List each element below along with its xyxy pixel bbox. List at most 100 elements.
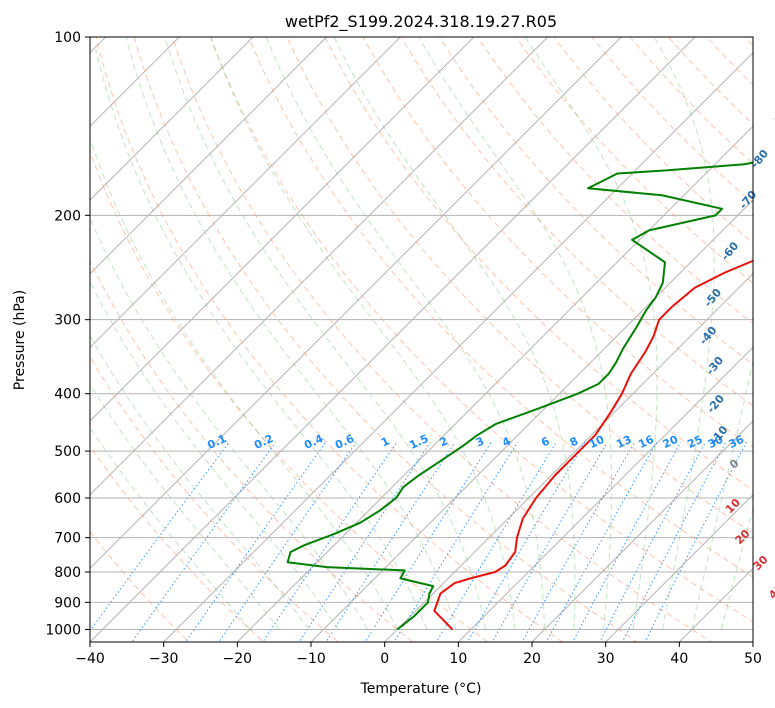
dry-adiabat <box>324 37 753 491</box>
isotherm <box>236 125 753 642</box>
mixing-ratio-line <box>131 442 277 642</box>
x-tick-label: −20 <box>223 651 253 667</box>
dry-adiabat <box>629 37 753 165</box>
mixing-ratio-label: 10 <box>587 433 607 451</box>
x-tick-label: 40 <box>670 651 688 667</box>
dewpoint-line <box>286 161 753 631</box>
moist-adiabat <box>90 426 251 630</box>
dry-adiabat <box>477 37 753 325</box>
moist-adiabat <box>164 37 487 630</box>
mixing-ratio-line <box>466 442 586 642</box>
mixing-ratio-label: 36 <box>727 433 747 451</box>
dry-adiabat <box>90 150 489 642</box>
mixing-ratio-line <box>262 442 398 642</box>
dry-adiabat <box>90 259 414 642</box>
y-tick-label: 300 <box>54 313 81 329</box>
plot-frame <box>89 36 754 643</box>
isotherm <box>162 51 753 642</box>
moist-adiabat <box>90 280 339 630</box>
mixing-ratio-line <box>393 442 519 642</box>
y-axis: 1000 900 800 700 600 500 400 300 200 100 <box>45 30 90 638</box>
moist-adiabat <box>90 382 280 630</box>
isotherm <box>310 199 753 642</box>
y-tick-label: 700 <box>54 531 81 547</box>
moist-adiabat <box>210 37 516 630</box>
x-tick-label: 0 <box>380 651 389 667</box>
isotherm <box>383 272 753 642</box>
y-tick-label: 800 <box>54 565 81 581</box>
isotherm <box>604 493 753 642</box>
x-tick-label: −10 <box>296 651 326 667</box>
x-tick-label: −30 <box>149 651 179 667</box>
x-tick-label: 50 <box>744 651 762 667</box>
x-tick-label: 30 <box>597 651 615 667</box>
y-tick-label: 1000 <box>45 622 81 638</box>
mixing-ratio-line <box>364 442 492 642</box>
x-tick-label: 10 <box>449 651 467 667</box>
mixing-ratio-line <box>435 442 557 642</box>
pressure-grid <box>90 37 753 630</box>
isotherm <box>90 37 623 570</box>
moist-adiabat <box>653 37 715 630</box>
dry-adiabat <box>667 37 753 125</box>
moist-adiabat <box>265 37 546 630</box>
x-tick-label: 20 <box>523 651 541 667</box>
dry-adiabat <box>90 445 265 642</box>
moist-adiabat <box>720 506 753 630</box>
mixing-ratio-line <box>521 442 636 642</box>
y-tick-label: 900 <box>54 595 81 611</box>
y-tick-label: 200 <box>54 208 81 224</box>
moist-adiabat <box>691 358 753 630</box>
moist-adiabat <box>90 334 310 630</box>
moist-adiabat <box>125 37 457 630</box>
y-tick-label: 100 <box>54 30 81 46</box>
isotherm <box>531 420 753 642</box>
isotherm <box>90 37 475 422</box>
mixing-ratio-line <box>325 442 456 642</box>
mixing-ratio-line <box>644 442 747 642</box>
isotherm <box>90 37 328 275</box>
moist-adiabat <box>90 216 369 630</box>
x-axis-label: Temperature (°C) <box>360 681 482 697</box>
dry-adiabat <box>171 37 713 642</box>
dry-adiabat-label: -90 <box>769 100 775 124</box>
dry-adiabat <box>133 37 638 642</box>
moist-adiabat <box>95 49 428 630</box>
isotherm <box>90 37 402 349</box>
x-tick-label: −40 <box>75 651 105 667</box>
y-axis-label: Pressure (hPa) <box>12 290 28 390</box>
mixing-ratio-line <box>545 442 658 642</box>
moist-adiabat <box>90 136 398 630</box>
mixing-ratio-line <box>491 442 608 642</box>
dry-adiabat <box>400 37 753 407</box>
mixing-ratio-label: 25 <box>685 433 704 451</box>
moist-adiabat-label: 40 <box>766 581 775 601</box>
dry-adiabat <box>591 37 753 204</box>
dry-adiabat <box>95 37 564 642</box>
dry-adiabat <box>438 37 753 366</box>
dry-adiabat <box>248 37 753 578</box>
mixing-ratio-label: 30 <box>706 433 726 451</box>
dry-adiabat <box>209 37 753 623</box>
isotherm <box>90 37 549 496</box>
moist-adiabat <box>524 37 658 630</box>
mixing-ratio-label: 13 <box>614 433 633 451</box>
isotherm <box>90 37 254 201</box>
isotherm <box>90 37 696 642</box>
isotherm <box>457 346 753 642</box>
moist-adiabat <box>418 37 613 630</box>
dry-adiabat <box>286 37 753 534</box>
mixing-ratio-label: 20 <box>661 433 681 451</box>
y-tick-label: 400 <box>54 387 81 403</box>
y-tick-label: 600 <box>54 491 81 507</box>
isotherm <box>90 37 181 128</box>
mixing-ratio-line <box>185 442 326 642</box>
temperature-line <box>433 259 753 631</box>
mixing-ratio-label: 16 <box>636 433 656 451</box>
moist-adiabat <box>333 37 576 630</box>
y-tick-label: 500 <box>54 444 81 460</box>
mixing-ratio-line <box>572 442 682 642</box>
x-axis: −40 −30 −20 −10 0 10 20 30 40 50 <box>75 642 762 667</box>
